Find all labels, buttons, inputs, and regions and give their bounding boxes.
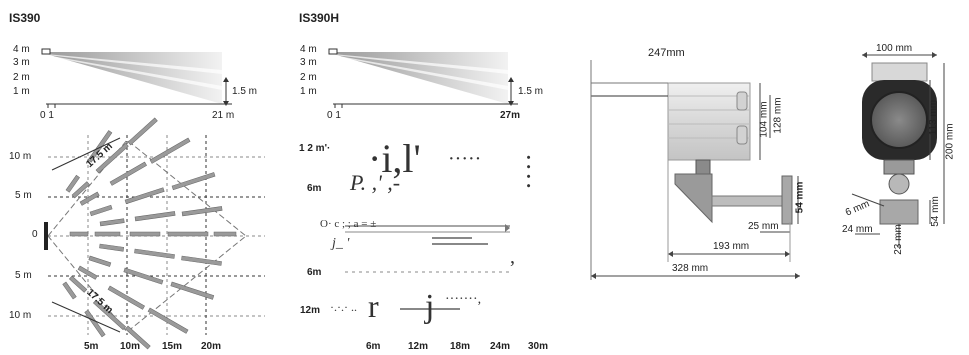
y-axis-label: 10 m <box>9 151 32 162</box>
dim-base-height: 23 mm <box>892 224 904 255</box>
dim-front-height-outer: 200 mm <box>944 123 956 160</box>
scan-artifact: ·······, <box>445 292 482 307</box>
height-label: 1 m <box>13 86 30 97</box>
dim-bracket-depth: 193 mm <box>713 241 750 252</box>
mount-height-label: 1.5 m <box>232 86 258 97</box>
range-end-label: 21 m <box>212 110 235 121</box>
detector-icon <box>41 48 51 55</box>
is390-side-view <box>41 48 232 108</box>
housing-side-view <box>590 60 800 280</box>
dim-front-height-inner: 113 mm <box>928 99 940 136</box>
x-axis-label: 12m <box>408 341 429 352</box>
y-axis-label: 0 <box>32 229 38 240</box>
model-title-is390h: IS390H <box>299 11 340 25</box>
dim-height-inner: 104 mm <box>758 101 770 138</box>
scan-artifact: , <box>510 246 515 268</box>
x-axis-label: 15m <box>162 341 183 352</box>
scan-artifact: j <box>425 288 435 325</box>
height-label: 4 m <box>13 44 30 55</box>
detector-icon <box>328 48 338 55</box>
height-label: 3 m <box>300 57 317 68</box>
dim-length-top: 247mm <box>648 47 685 59</box>
scan-artifact: O· c ; ; a = ± <box>320 218 377 230</box>
y-axis-label: 6m <box>307 183 322 194</box>
dim-base-width: 24 mm <box>842 224 873 235</box>
x-axis-label: 10m <box>120 341 141 352</box>
range-start-label: 0 1 <box>327 110 341 121</box>
x-axis-label: 6m <box>366 341 381 352</box>
mount-height-label: 1.5 m <box>518 86 544 97</box>
x-axis-label: 18m <box>450 341 471 352</box>
range-end-label: 27m <box>500 110 521 121</box>
scan-artifact: r <box>368 288 379 324</box>
scan-artifact: j_ ' <box>332 236 350 251</box>
x-axis-label: 24m <box>490 341 511 352</box>
is390h-top-view <box>345 224 510 310</box>
height-label: 1 m <box>300 86 317 97</box>
scan-artifact: ····· <box>448 148 482 170</box>
y-axis-label: 5 m <box>15 270 32 281</box>
is390-top-view <box>44 117 265 350</box>
height-label: 3 m <box>13 57 30 68</box>
scan-artifact: : <box>525 164 533 193</box>
dim-offset: 25 mm <box>748 221 779 232</box>
y-axis-label: 12m <box>300 305 321 316</box>
dim-width: 100 mm <box>876 43 913 54</box>
dim-total-length: 328 mm <box>672 263 709 274</box>
y-axis-label: 5 m <box>15 190 32 201</box>
y-axis-label: 6m <box>307 267 322 278</box>
scan-artifact: : <box>525 145 533 174</box>
height-label: 2 m <box>300 72 317 83</box>
x-axis-label: 5m <box>84 341 99 352</box>
y-axis-label: 10 m <box>9 310 32 321</box>
model-title-is390: IS390 <box>9 11 41 25</box>
y-axis-label: 1 2 m'· <box>299 143 331 154</box>
height-label: 4 m <box>300 44 317 55</box>
is390h-side-view <box>328 48 518 108</box>
height-label: 2 m <box>13 72 30 83</box>
dim-front-bracket-height: 54 mm <box>929 196 941 227</box>
housing-front-view <box>851 52 945 248</box>
x-axis-label: 30m <box>528 341 549 352</box>
scan-artifact: P. ,' ,- <box>350 170 401 195</box>
scan-artifact: ·.·.· .. <box>330 300 357 314</box>
dim-height-outer: 128 mm <box>772 97 784 134</box>
x-axis-label: 20m <box>201 341 222 352</box>
dim-bracket-height: 54 mm <box>794 181 806 214</box>
range-start-label: 0 1 <box>40 110 54 121</box>
scan-artifact: ·i,l' <box>368 136 421 181</box>
